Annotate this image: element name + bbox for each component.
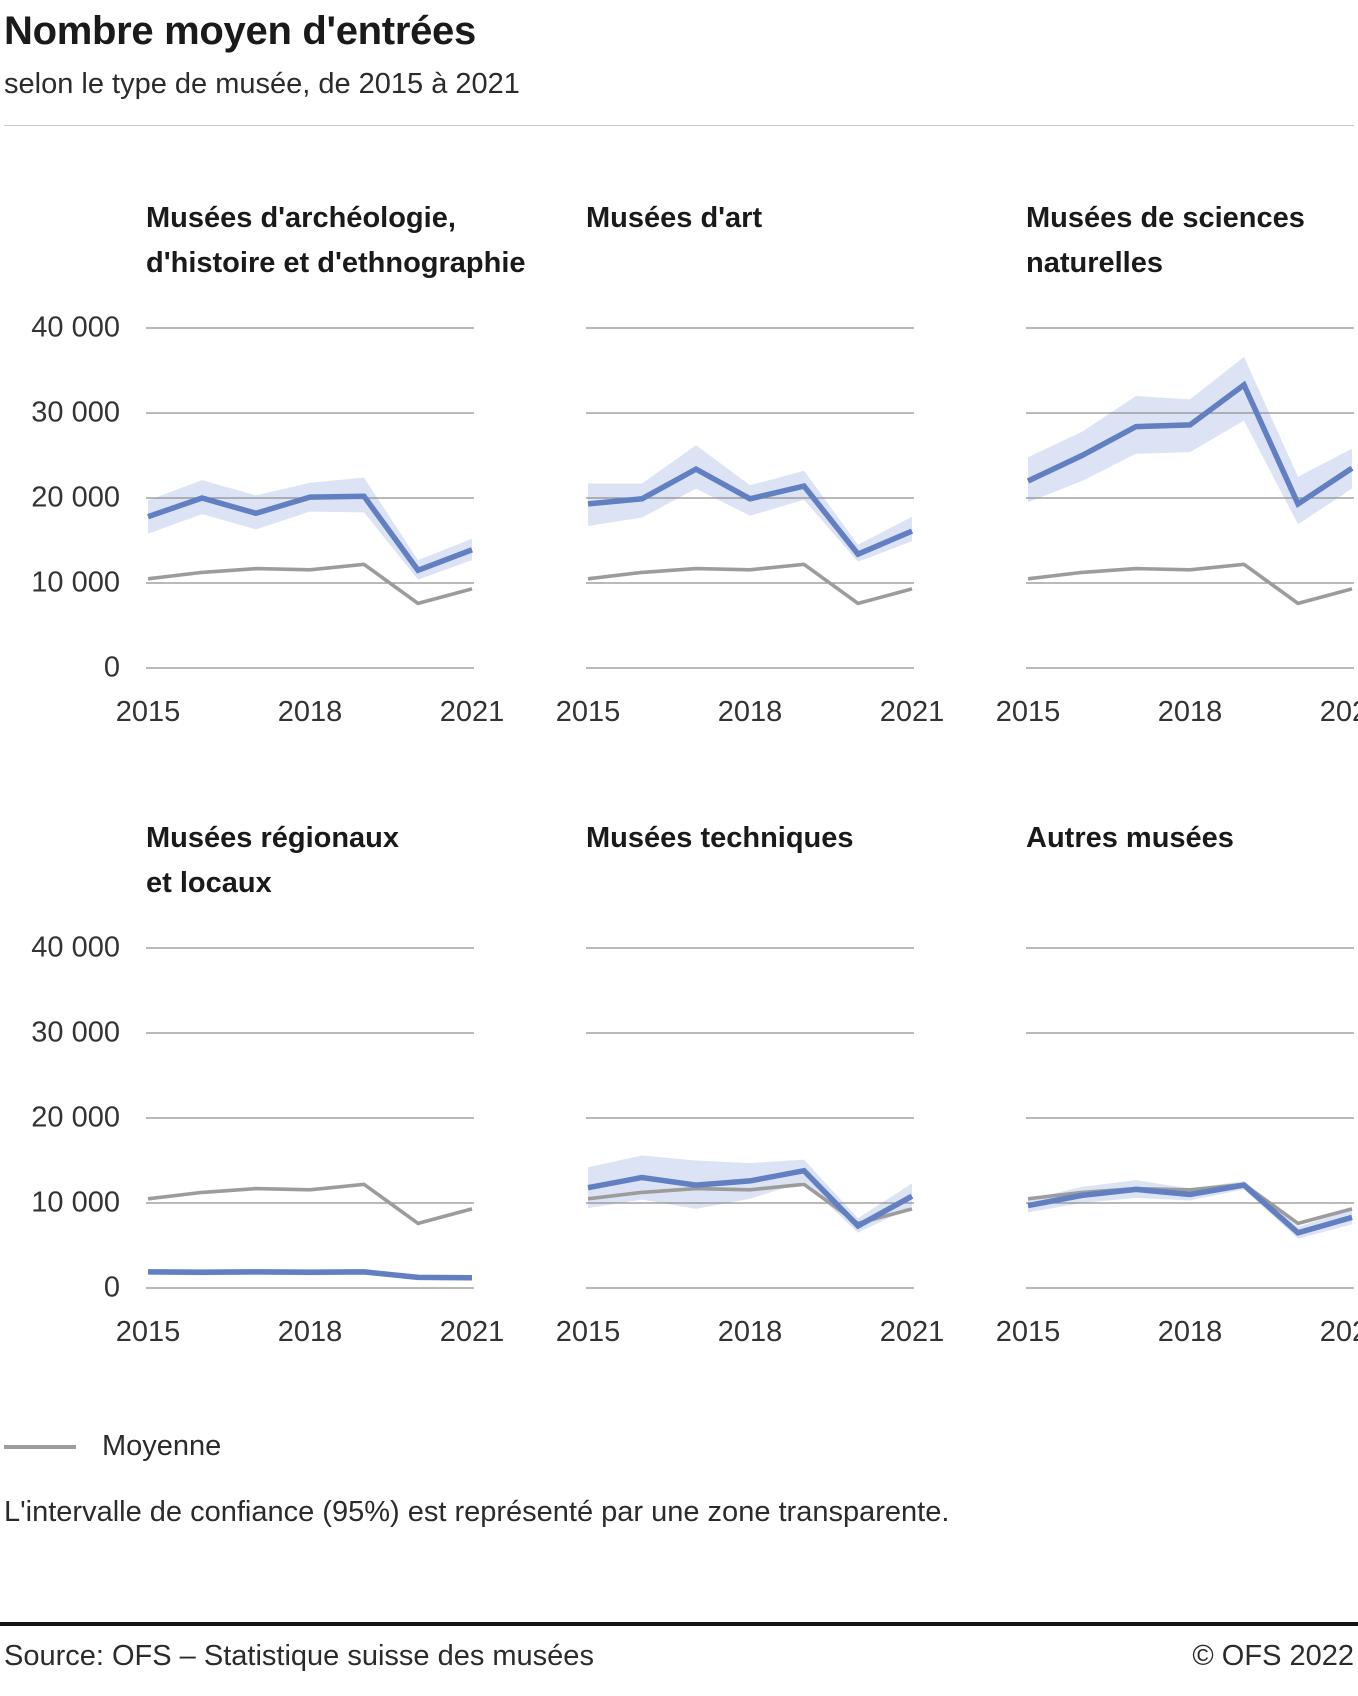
y-tick-label: 40 000 [31,931,120,964]
header-divider [4,125,1354,127]
y-tick-label: 0 [103,1271,120,1304]
page-title: Nombre moyen d'entrées [4,9,476,53]
series-line [587,466,914,558]
legend: Moyenne [4,1430,1354,1463]
y-axis: 40 000 30 000 20 000 10 000 0 [4,196,136,688]
y-tick-label: 40 000 [31,311,120,344]
x-tick-label: 2018 [717,1316,783,1349]
x-tick-label: 2018 [277,1316,343,1349]
x-axis: 2015 2018 2021 [116,688,505,732]
series-line [1027,1182,1353,1237]
x-tick-label: 2015 [555,1316,621,1349]
x-tick-label: 2021 [1319,696,1358,729]
panel-title: Musées d'art [586,202,763,235]
x-tick-label: 2018 [1157,696,1223,729]
series-line [147,493,473,574]
confidence-interval-note: L'intervalle de confiance (95%) est repr… [4,1496,950,1529]
x-tick-label: 2018 [1157,1316,1223,1349]
moyenne-line [147,562,473,606]
plot-area [146,327,474,669]
copyright-text: © OFS 2022 [1192,1640,1354,1673]
confidence-band [1028,357,1352,525]
y-tick-label: 20 000 [31,481,120,514]
confidence-band [148,477,472,580]
x-axis: 2015 2018 2021 [116,1308,505,1352]
plot-area [586,327,914,669]
x-axis: 2015 2018 2021 [556,688,945,732]
plot-area [586,947,914,1289]
x-axis: 2015 2018 2021 [556,1308,945,1352]
y-tick-label: 20 000 [31,1101,120,1134]
y-tick-label: 10 000 [31,566,120,599]
chart-panel: Musées d'art 2015 2018 2021 [556,196,945,732]
series-line [587,1168,914,1230]
plot-area [1026,947,1354,1289]
series-line [147,1269,473,1281]
source-text: Source: OFS – Statistique suisse des mus… [4,1640,594,1673]
chart-panel: Musées d'archéologie, d'histoire et d'eth… [116,196,526,732]
series-line [1026,381,1354,509]
x-axis: 2015 2018 2021 [996,688,1358,732]
y-tick-label: 0 [103,651,120,684]
plot-area [1026,327,1354,669]
confidence-band [588,445,912,563]
y-tick-label: 10 000 [31,1186,120,1219]
x-tick-label: 2018 [717,696,783,729]
x-axis: 2015 2018 2021 [996,1308,1358,1352]
legend-moyenne-label: Moyenne [102,1430,222,1463]
x-tick-label: 2015 [115,696,181,729]
y-axis: 40 000 30 000 20 000 10 000 0 [4,816,136,1308]
page-subtitle: selon le type de musée, de 2015 à 2021 [4,68,520,100]
charts-grid: 40 000 30 000 20 000 10 000 0 Musées d'archéo… [4,196,1358,1352]
panel-title: Musées d'archéologie, d'histoire et d'eth… [146,202,526,280]
charts-row-2: 40 000 30 000 20 000 10 000 0 Musées régionau… [4,816,1358,1352]
moyenne-line [1027,1182,1353,1226]
panel-title: Autres musées [1026,822,1234,855]
footer-divider [0,1622,1358,1627]
chart-panel: Musées régionaux et locaux 2015 2018 2021 [116,816,505,1352]
chart-panel: Musées techniques 2015 2018 2021 [556,816,945,1352]
moyenne-line [587,562,913,606]
plot-area [146,947,474,1289]
x-tick-label: 2015 [555,696,621,729]
y-tick-label: 30 000 [31,1016,120,1049]
x-tick-label: 2021 [439,1316,505,1349]
charts-row-1: 40 000 30 000 20 000 10 000 0 Musées d'archéo… [4,196,1358,732]
x-tick-label: 2015 [115,1316,181,1349]
footer: Source: OFS – Statistique suisse des mus… [4,1640,1354,1673]
x-tick-label: 2021 [439,696,505,729]
moyenne-line [1027,562,1353,606]
chart-panel: Autres musées 2015 2018 2021 [996,816,1358,1352]
panel-title: Musées de sciences naturelles [1026,202,1305,280]
panel-title: Musées régionaux et locaux [146,822,400,900]
confidence-band [588,1155,912,1234]
x-tick-label: 2021 [1319,1316,1358,1349]
x-tick-label: 2015 [995,696,1061,729]
x-tick-label: 2018 [277,696,343,729]
panel-title: Musées techniques [586,822,854,855]
y-tick-label: 30 000 [31,396,120,429]
moyenne-line [147,1182,473,1226]
x-tick-label: 2021 [879,1316,945,1349]
x-tick-label: 2015 [995,1316,1061,1349]
x-tick-label: 2021 [879,696,945,729]
moyenne-line-swatch [4,1444,76,1449]
